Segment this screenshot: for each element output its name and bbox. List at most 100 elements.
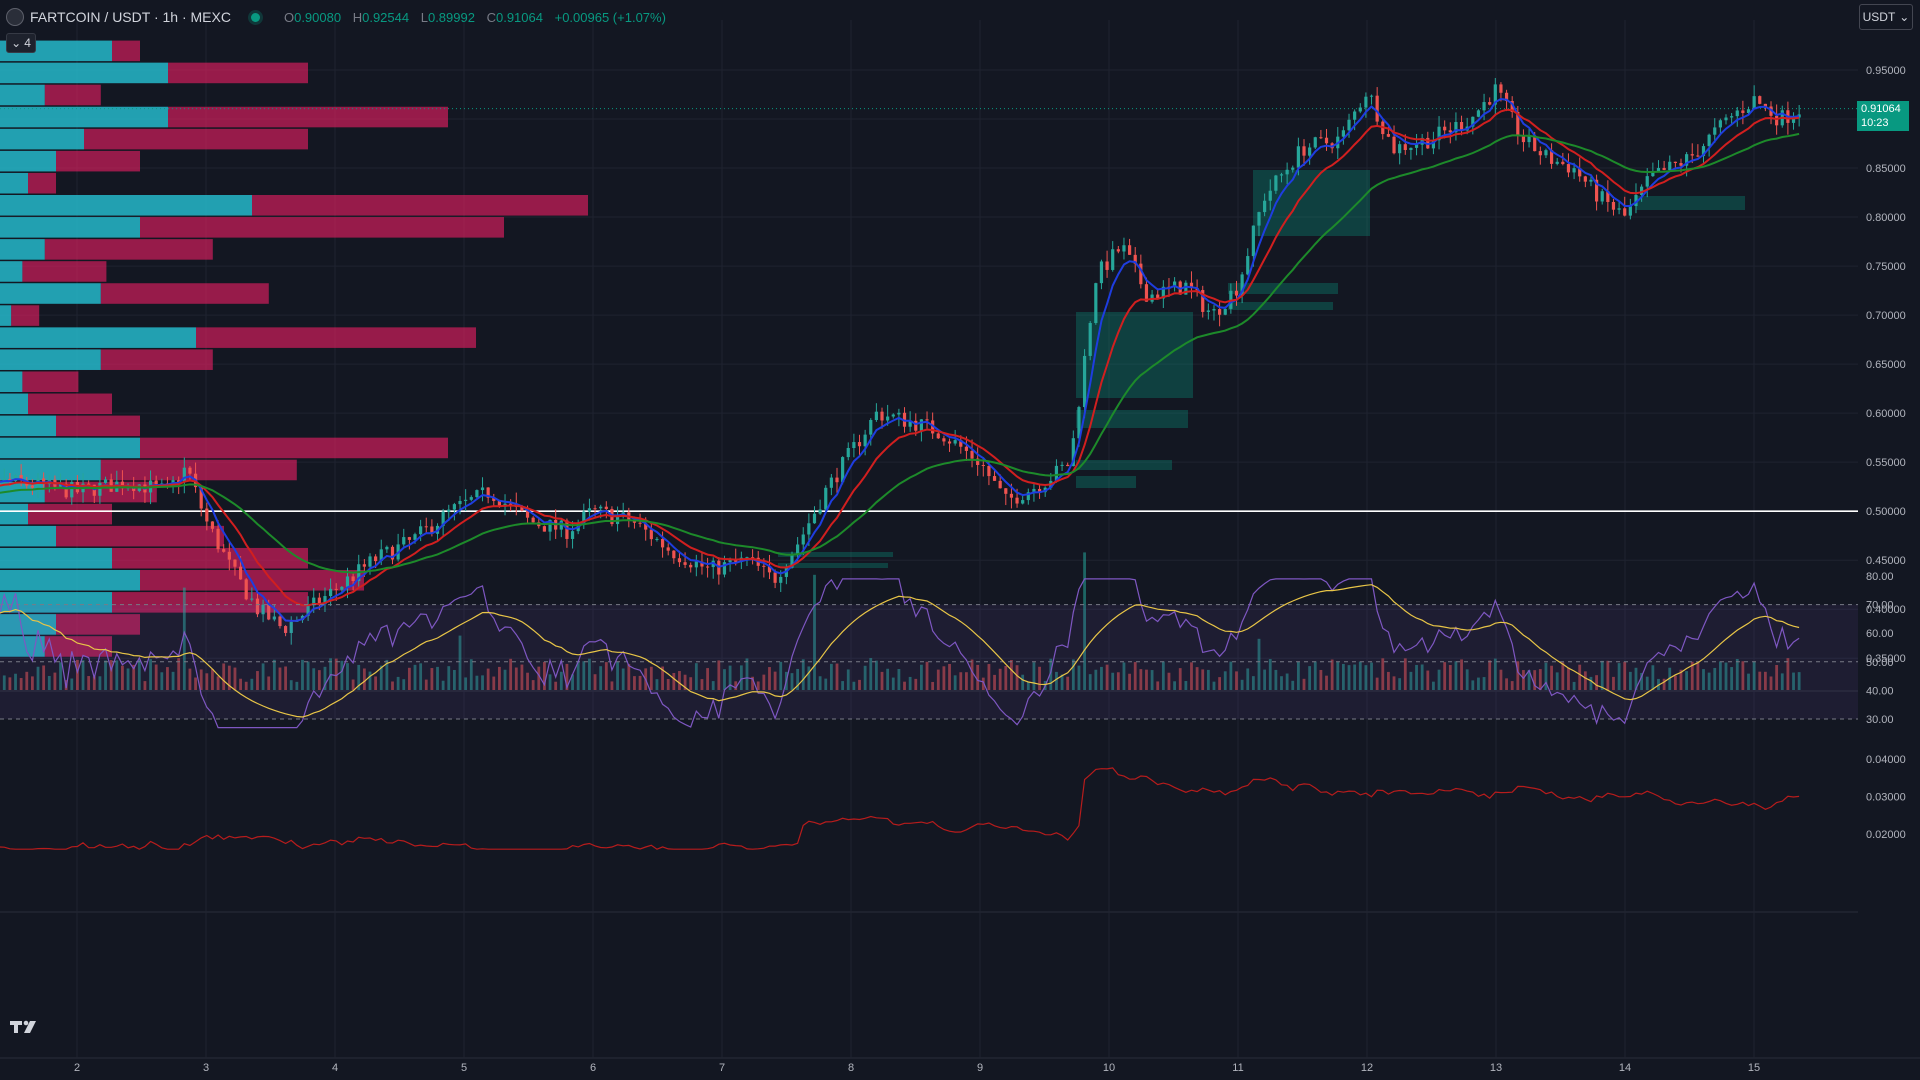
candle-body — [790, 555, 794, 568]
volume-profile-sell-bar — [22, 371, 79, 393]
volume-profile-sell-bar — [56, 525, 224, 547]
volume-bar — [1128, 673, 1131, 690]
candle-body — [734, 559, 738, 562]
volume-bar — [301, 659, 304, 690]
candle-body — [953, 440, 957, 444]
candle-body — [1189, 282, 1194, 289]
volume-profile-buy-bar — [0, 503, 28, 525]
high-key: H — [352, 9, 363, 25]
volume-bar — [1679, 669, 1683, 690]
candle-body — [1797, 114, 1801, 118]
candle-body — [666, 547, 670, 551]
volume-bar — [1516, 661, 1520, 690]
volume-bar — [959, 672, 963, 690]
volume-bar — [1578, 664, 1582, 690]
candle-body — [210, 521, 215, 529]
candle-body — [1082, 355, 1087, 408]
candle-body — [520, 506, 524, 511]
volume-profile-buy-bar — [0, 592, 112, 613]
candle-body — [1088, 323, 1092, 356]
volume-bar — [829, 663, 833, 690]
volume-bar — [1330, 659, 1334, 690]
volume-bar — [379, 665, 383, 690]
candle-body — [1144, 284, 1149, 302]
candle-body — [1122, 245, 1126, 252]
volume-bar — [1319, 669, 1323, 690]
volume-bar — [143, 681, 147, 690]
volume-bar — [1111, 672, 1115, 690]
volume-profile-sell-bar — [196, 327, 476, 348]
indicators-collapse-button[interactable]: ⌄ 4 — [6, 33, 36, 53]
candle-body — [182, 467, 186, 483]
candle-body — [1741, 110, 1745, 113]
candle-body — [1459, 122, 1464, 131]
volume-bar — [458, 635, 462, 690]
candle-body — [1060, 464, 1064, 466]
candle-body — [1583, 176, 1587, 182]
candle-body — [857, 442, 862, 447]
volume-bar — [47, 675, 51, 690]
volume-bar — [1167, 672, 1171, 690]
candle-body — [1037, 488, 1042, 493]
volume-bar — [374, 676, 378, 690]
volume-bar — [1325, 675, 1328, 690]
volume-bar — [1617, 663, 1621, 690]
candle-body — [1015, 497, 1019, 504]
volume-bar — [796, 668, 800, 690]
candle-body — [970, 450, 974, 459]
candle-body — [599, 506, 603, 509]
candle-body — [1510, 101, 1514, 112]
candle-body — [1263, 200, 1267, 213]
candle-body — [694, 561, 698, 568]
candle-body — [1302, 146, 1306, 156]
volume-bar — [70, 678, 74, 690]
volume-profile-sell-bar — [44, 84, 101, 106]
order-block-zone — [1076, 476, 1136, 488]
volume-bar — [666, 678, 670, 690]
candle-body — [1662, 167, 1666, 171]
currency-select[interactable]: USDT ⌄ — [1859, 4, 1913, 30]
volume-bar — [1116, 672, 1120, 690]
symbol-title[interactable]: FARTCOIN / USDT · 1h · MEXC — [30, 9, 231, 25]
volume-bar — [1195, 667, 1199, 690]
volume-bar — [599, 666, 603, 690]
volume-bar — [14, 673, 17, 690]
volume-bar — [790, 673, 794, 690]
volume-bar — [98, 676, 102, 690]
volume-bar — [1240, 679, 1244, 690]
volume-bar — [858, 679, 861, 690]
volume-bar — [1735, 658, 1739, 690]
volume-bar — [132, 664, 136, 690]
volume-bar — [1094, 669, 1098, 690]
volume-profile-buy-bar — [0, 84, 45, 106]
volume-bar — [1550, 665, 1553, 690]
candle-body — [1696, 155, 1700, 157]
volume-bar — [1409, 671, 1413, 690]
volume-bar — [402, 679, 406, 690]
candle-body — [199, 487, 203, 509]
volume-bar — [1792, 672, 1795, 690]
candle-body — [1628, 206, 1632, 216]
candle-body — [722, 562, 727, 575]
time-axis-label: 5 — [461, 1062, 467, 1074]
volume-bar — [998, 668, 1002, 690]
volume-bar — [655, 679, 659, 690]
volume-bar — [987, 664, 991, 690]
candle-body — [13, 475, 18, 482]
candle-body — [351, 576, 355, 582]
candle-body — [1409, 147, 1413, 151]
volume-bar — [1150, 670, 1154, 690]
close-value: 0.91064 — [495, 9, 543, 25]
rsi-ma-line — [0, 584, 1800, 718]
candle-body — [255, 598, 260, 615]
tradingview-logo-icon[interactable] — [10, 1018, 44, 1036]
candle-body — [329, 588, 333, 597]
candle-body — [227, 551, 231, 560]
volume-bar — [312, 668, 316, 690]
symbol-header: FARTCOIN / USDT · 1h · MEXC O0.90080 H0.… — [6, 6, 666, 28]
volume-bar — [261, 663, 265, 690]
volume-bar — [481, 675, 484, 690]
candle-body — [1448, 130, 1452, 133]
volume-profile-buy-bar — [0, 305, 12, 326]
